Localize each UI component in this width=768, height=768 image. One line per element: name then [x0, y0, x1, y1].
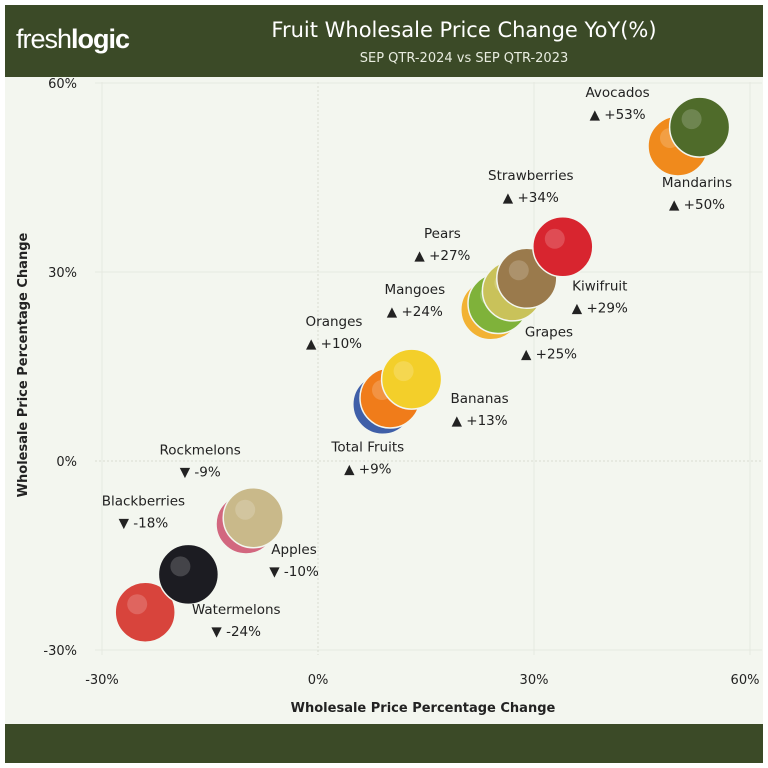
fruit-point-strawberries[interactable]	[532, 216, 594, 278]
logo-light-text: fresh	[16, 24, 72, 54]
y-axis-label: Wholesale Price Percentage Change	[16, 232, 31, 497]
fruit-point-watermelons[interactable]	[114, 581, 176, 643]
footer-bar	[5, 724, 763, 763]
point-value-label: ▲ +27%	[414, 248, 470, 264]
point-value-label: ▼ -10%	[269, 564, 319, 580]
point-name-label: Pears	[424, 226, 461, 242]
point-name-label: Watermelons	[192, 602, 281, 618]
fruit-image-circle	[380, 348, 443, 410]
point-name-label: Mandarins	[662, 175, 732, 191]
y-tick-label: 60%	[48, 77, 77, 92]
chart-title: Fruit Wholesale Price Change YoY(%)	[271, 18, 657, 42]
point-value-label: ▼ -24%	[211, 624, 261, 640]
point-value-label: ▲ +10%	[306, 336, 362, 352]
point-name-label: Apples	[271, 542, 316, 558]
x-tick-label: 60%	[731, 673, 760, 688]
fruit-point-blackberries[interactable]	[157, 543, 220, 606]
point-name-label: Rockmelons	[160, 443, 241, 459]
y-tick-label: 0%	[56, 455, 77, 470]
fruit-point-rockmelons[interactable]	[222, 486, 284, 549]
fruit-highlight	[235, 499, 256, 520]
fruit-highlight	[393, 361, 414, 382]
y-tick-label: 30%	[48, 266, 77, 281]
point-name-label: Kiwifruit	[572, 278, 627, 294]
point-name-label: Grapes	[525, 325, 573, 341]
chart-subtitle: SEP QTR-2024 vs SEP QTR-2023	[359, 51, 569, 66]
point-value-label: ▲ +29%	[572, 300, 628, 316]
point-value-label: ▲ +24%	[387, 304, 443, 320]
point-value-label: ▼ -9%	[180, 465, 221, 481]
point-value-label: ▲ +34%	[503, 190, 559, 206]
fruit-image-circle	[532, 216, 594, 278]
x-tick-label: 0%	[308, 673, 329, 688]
data-points	[114, 96, 731, 643]
point-value-label: ▲ +25%	[521, 347, 577, 363]
header-bar	[5, 5, 763, 77]
point-name-label: Mangoes	[384, 282, 445, 298]
fruit-point-avocados[interactable]	[668, 96, 731, 158]
point-value-label: ▼ -18%	[119, 515, 169, 531]
fruit-highlight	[127, 594, 148, 615]
x-tick-label: -30%	[85, 673, 119, 688]
point-value-label: ▲ +9%	[344, 461, 392, 477]
fruit-image-circle	[114, 581, 176, 643]
fruit-highlight	[170, 556, 191, 577]
fruit-highlight	[544, 228, 565, 249]
fruit-image-circle	[668, 96, 731, 158]
point-value-label: ▲ +50%	[669, 197, 725, 213]
point-name-label: Oranges	[306, 314, 363, 330]
axis-ticks: -30% -30% 0% 0% 30% 30% 60% 60%	[43, 77, 759, 688]
point-value-label: ▲ +13%	[452, 413, 508, 429]
x-axis-label: Wholesale Price Percentage Change	[291, 701, 556, 716]
data-labels: Avocados ▲ +53% Mandarins ▲ +50% Strawberrie…	[102, 85, 732, 640]
point-name-label: Bananas	[450, 391, 508, 407]
point-value-label: ▲ +53%	[590, 107, 646, 123]
gridlines	[95, 82, 762, 655]
point-name-label: Blackberries	[102, 493, 185, 509]
y-tick-label: -30%	[43, 644, 77, 659]
fruit-point-bananas[interactable]	[380, 348, 443, 410]
fruit-highlight	[508, 260, 529, 281]
point-name-label: Avocados	[585, 85, 649, 101]
point-name-label: Strawberries	[488, 168, 574, 184]
x-tick-label: 30%	[520, 673, 549, 688]
point-name-label: Total Fruits	[330, 439, 404, 455]
logo-bold-text: logic	[71, 24, 130, 54]
fruit-image-circle	[157, 543, 220, 606]
fruit-highlight	[681, 109, 702, 130]
freshlogic-logo: freshlogic	[16, 24, 130, 55]
fruit-image-circle	[222, 486, 284, 549]
